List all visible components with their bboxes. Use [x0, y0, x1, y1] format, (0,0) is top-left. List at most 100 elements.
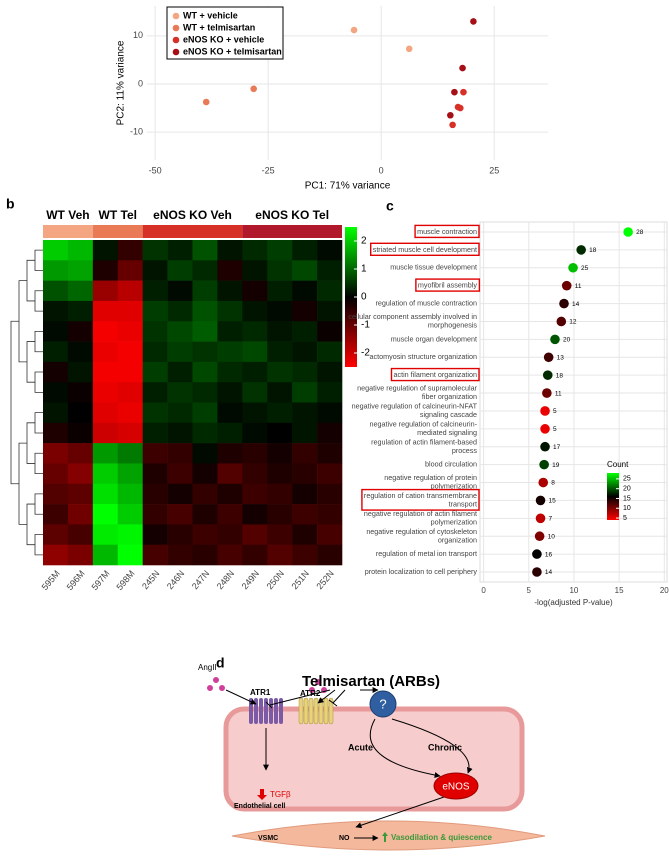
heatmap-cell — [43, 361, 69, 383]
dot — [576, 245, 586, 255]
heatmap-cell — [292, 402, 318, 424]
heatmap-cell — [292, 361, 318, 383]
heatmap-cell — [117, 504, 143, 525]
x-tick-label: 10 — [569, 586, 578, 595]
colorbar-label: 1 — [361, 264, 367, 275]
heatmap-cell — [317, 382, 343, 403]
heatmap-cell — [192, 280, 218, 302]
heatmap-cell — [217, 402, 243, 424]
count-label: 11 — [575, 283, 582, 290]
group-label: eNOS KO Veh — [153, 208, 232, 222]
heatmap-cell — [117, 443, 143, 464]
heatmap-cell — [167, 504, 193, 525]
receptor-label: ATR1 — [250, 688, 271, 697]
heatmap-cell — [292, 321, 318, 342]
arrows — [225, 687, 473, 841]
heatmap-cell — [292, 504, 318, 525]
dendrogram — [34, 493, 43, 515]
heatmap-cell — [242, 422, 268, 444]
heatmap-cell — [67, 504, 94, 525]
term-label: negative regulation of actin filament — [364, 509, 477, 518]
x-tick-label: -50 — [149, 165, 162, 175]
dot — [550, 334, 560, 345]
dendrogram — [34, 331, 43, 353]
heatmap-cell — [317, 402, 343, 424]
heatmap-cell — [317, 361, 343, 383]
heatmap-cell — [317, 240, 343, 261]
no-label: NO — [339, 835, 350, 842]
heatmap-cell — [142, 280, 168, 302]
legend-label: WT + telmisartan — [183, 22, 255, 32]
heatmap-cell — [217, 524, 243, 545]
heatmap-cell — [192, 300, 218, 322]
term-label: polymerization — [431, 482, 477, 491]
heatmap-cell — [217, 280, 243, 302]
heatmap-cell — [167, 544, 193, 566]
legend-label: eNOS KO + telmisartan — [183, 46, 282, 56]
dendrogram — [26, 422, 35, 464]
column-label: 598M — [114, 568, 136, 592]
diagram: Telmisartan (ARBs) AngII ATR1 ATR2 ? Acu… — [198, 663, 546, 851]
heatmap-cell — [292, 524, 318, 545]
heatmap-cell — [292, 382, 318, 403]
heatmap-cell — [167, 361, 193, 383]
count-label: 5 — [553, 426, 557, 433]
term-label: muscle contraction — [417, 227, 477, 236]
heatmap-cell — [192, 463, 218, 485]
column-label: 245N — [140, 568, 161, 591]
heatmap-cell — [117, 483, 143, 505]
legend-marker — [172, 12, 180, 20]
heatmap-cell — [167, 341, 193, 363]
heatmap-cell — [217, 341, 243, 363]
count-label: 14 — [545, 569, 553, 576]
term-label: striated muscle cell development — [373, 245, 477, 254]
dendrogram — [26, 259, 35, 302]
heatmap-cell — [217, 463, 243, 485]
diagram-title: Telmisartan (ARBs) — [302, 673, 440, 690]
heatmap-cell — [292, 300, 318, 322]
heatmap-cell — [217, 300, 243, 322]
heatmap-cell — [117, 544, 143, 566]
heatmap-cell — [117, 402, 143, 424]
heatmap-cell — [217, 382, 243, 403]
heatmap-cell — [267, 483, 293, 505]
column-label: 252N — [314, 568, 335, 591]
heatmap-cell — [192, 361, 218, 383]
vsmc-label: VSMC — [258, 835, 278, 842]
heatmap-cell — [67, 463, 94, 485]
count-label: 13 — [557, 354, 565, 361]
heatmap-cell — [242, 341, 268, 363]
heatmap-cell — [267, 361, 293, 383]
unknown-label: ? — [379, 696, 386, 711]
heatmap-cell — [317, 300, 343, 322]
heatmap-cell — [317, 524, 343, 545]
heatmap-cell — [43, 260, 69, 281]
heatmap-cell — [167, 382, 193, 403]
heatmap-cell — [292, 240, 318, 261]
heatmap-cell — [267, 463, 293, 485]
point — [459, 64, 466, 72]
heatmap-cell — [92, 504, 119, 525]
x-tick-label: 5 — [527, 586, 532, 595]
dendrogram — [34, 290, 43, 312]
dot — [542, 388, 552, 398]
heatmap-cell — [242, 300, 268, 322]
count-label: 11 — [555, 390, 562, 397]
heatmap-cell — [292, 422, 318, 444]
legend-marker — [172, 24, 180, 32]
term-label: regulation of actin filament-based — [371, 437, 477, 446]
point — [405, 45, 413, 53]
highlight-box — [361, 488, 480, 511]
dendrogram — [18, 280, 27, 363]
heatmap-cell — [292, 260, 318, 281]
heatmap-cell — [67, 402, 94, 424]
heatmap-cell — [217, 321, 243, 342]
dot — [540, 441, 550, 452]
point — [350, 26, 358, 34]
term-label: transport — [449, 500, 477, 509]
point — [449, 121, 456, 129]
x-tick-label: 20 — [660, 586, 669, 595]
heatmap-cell — [117, 240, 143, 261]
dendrogram — [10, 320, 19, 485]
